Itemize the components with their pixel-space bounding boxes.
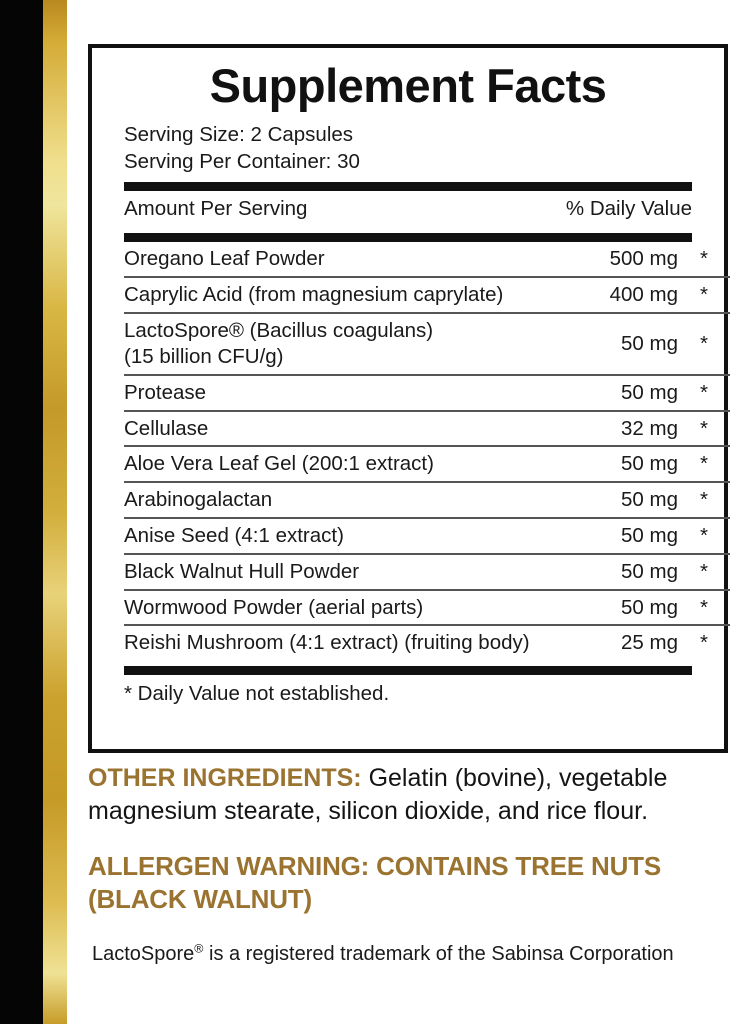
label-footer: OTHER INGREDIENTS: Gelatin (bovine), veg… (88, 762, 750, 966)
ingredient-amount: 400 mg (570, 276, 678, 314)
ingredient-name: Aloe Vera Leaf Gel (200:1 extract) (124, 445, 570, 483)
ingredient-daily-value: * (678, 312, 730, 375)
ingredient-daily-value: * (700, 247, 708, 271)
table-row: Arabinogalactan 50 mg * (124, 481, 730, 518)
ingredient-name: Cellulase (124, 409, 570, 447)
ingredient-name: Oregano Leaf Powder (124, 247, 325, 271)
amount-per-serving-header: Amount Per Serving (124, 197, 308, 221)
ingredient-daily-value: * (678, 552, 730, 590)
other-ingredients-label: OTHER INGREDIENTS: (88, 764, 362, 792)
ingredient-name: Wormwood Powder (aerial parts) (124, 588, 570, 626)
ingredient-name: Reishi Mushroom (4:1 extract) (fruiting … (124, 624, 570, 661)
table-row: LactoSpore® (Bacillus coagulans) (15 bill… (124, 312, 730, 375)
table-top-bar (124, 233, 692, 243)
ingredient-amount: 50 mg (570, 517, 678, 554)
trademark-brand: LactoSpore (92, 942, 195, 965)
ingredient-daily-value: * (678, 276, 730, 314)
ingredient-daily-value: * (678, 409, 730, 447)
table-row: Aloe Vera Leaf Gel (200:1 extract) 50 mg * (124, 445, 730, 483)
supplement-facts-panel: Supplement Facts Serving Size: 2 Capsule… (88, 44, 730, 753)
serving-size-line: Serving Size: 2 Capsules (124, 122, 354, 146)
ingredient-daily-value: * (678, 588, 730, 626)
table-row: Protease 50 mg * (124, 373, 730, 411)
registered-mark-icon: ® (194, 940, 204, 955)
table-row: Black Walnut Hull Powder 50 mg * (124, 552, 730, 590)
ingredient-daily-value: * (678, 624, 730, 661)
ingredient-daily-value: * (678, 373, 730, 411)
ingredient-name: Caprylic Acid (from magnesium caprylate) (124, 276, 570, 314)
left-gold-stripe (43, 0, 67, 1024)
ingredient-daily-value: * (678, 517, 730, 554)
ingredient-amount: 50 mg (570, 481, 678, 518)
table-row: Caprylic Acid (from magnesium caprylate)… (124, 276, 730, 314)
other-ingredients-paragraph: OTHER INGREDIENTS: Gelatin (bovine), veg… (88, 762, 750, 827)
left-black-border (0, 0, 43, 1024)
table-row: Reishi Mushroom (4:1 extract) (fruiting … (124, 624, 730, 661)
ingredient-amount: 500 mg (609, 247, 678, 271)
ingredient-name: Anise Seed (4:1 extract) (124, 517, 570, 554)
ingredients-table: Oregano Leaf Powder 500 mg * Caprylic Acid … (124, 242, 730, 661)
column-headers-row: Amount Per Serving % Daily Value (124, 191, 692, 226)
ingredient-name: LactoSpore® (Bacillus coagulans) (15 bill… (124, 312, 570, 375)
ingredient-daily-value: * (678, 445, 730, 483)
ingredient-amount: 50 mg (570, 552, 678, 590)
table-bottom-bar (124, 666, 692, 676)
allergen-warning: ALLERGEN WARNING: CONTAINS TREE NUTS (BL… (88, 851, 661, 915)
ingredient-amount: 50 mg (570, 373, 678, 411)
trademark-notice: LactoSpore® is a registered trademark of… (92, 940, 750, 966)
table-row: Oregano Leaf Powder 500 mg * (124, 242, 730, 277)
daily-value-header: % Daily Value (565, 197, 692, 221)
header-divider-bar (124, 182, 692, 192)
ingredient-amount: 50 mg (570, 445, 678, 483)
ingredient-name: Arabinogalactan (124, 481, 570, 518)
ingredient-amount: 32 mg (570, 409, 678, 447)
supplement-facts-title: Supplement Facts (209, 59, 607, 112)
ingredient-daily-value: * (678, 481, 730, 518)
table-row: Wormwood Powder (aerial parts) 50 mg * (124, 588, 730, 626)
ingredient-name: Black Walnut Hull Powder (124, 552, 570, 590)
ingredient-amount: 25 mg (570, 624, 678, 661)
panel-inner: Supplement Facts Serving Size: 2 Capsule… (92, 59, 730, 706)
table-row: Cellulase 32 mg * (124, 409, 730, 447)
daily-value-footnote: * Daily Value not established. (124, 682, 390, 706)
trademark-text: is a registered trademark of the Sabinsa… (203, 942, 674, 965)
table-row: Anise Seed (4:1 extract) 50 mg * (124, 517, 730, 554)
ingredient-amount: 50 mg (570, 588, 678, 626)
servings-per-container-line: Serving Per Container: 30 (124, 150, 360, 174)
ingredient-name: Protease (124, 373, 570, 411)
other-ingredients-text: Gelatin (bovine), vegetable magnesium st… (88, 764, 668, 825)
ingredient-amount: 50 mg (570, 312, 678, 375)
